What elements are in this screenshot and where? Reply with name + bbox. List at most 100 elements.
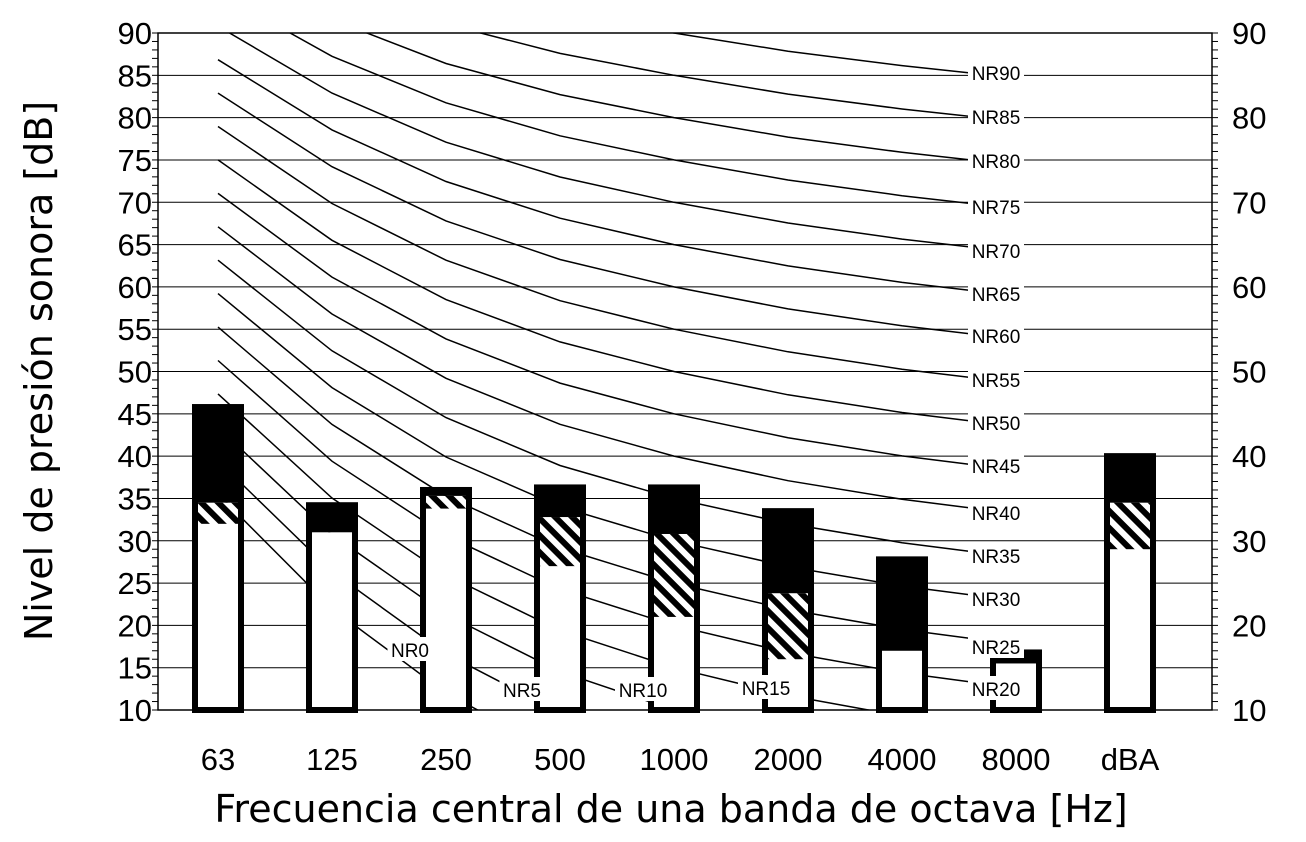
right-y-tick-label: 60 <box>1232 270 1266 305</box>
bar-black <box>195 407 241 503</box>
nr-label-bg <box>968 281 1024 305</box>
bar-white <box>537 566 583 710</box>
nr-label: NR5 <box>503 681 541 702</box>
nr-curve <box>217 92 1017 341</box>
y-tick-label: 10 <box>118 693 152 728</box>
nr-curve <box>217 226 1017 515</box>
x-tick-label: 500 <box>534 742 586 777</box>
bar-black <box>1107 456 1153 503</box>
nr-label-bg <box>968 410 1024 434</box>
y-tick-label: 40 <box>118 439 152 474</box>
bar-black <box>651 487 697 534</box>
x-tick-label: 2000 <box>754 742 823 777</box>
nr-label-bg <box>968 238 1024 262</box>
bar-hatched <box>423 495 469 509</box>
nr-label: NR70 <box>972 242 1021 263</box>
nr-curve <box>217 59 1017 297</box>
bar-black <box>309 505 355 533</box>
nr-label-bg <box>615 677 671 701</box>
y-tick-labels: 10 15 20 25 30 35 40 45 50 55 60 65 70 75 80 85 90 <box>118 16 152 728</box>
nr-label-bg <box>968 194 1024 218</box>
nr-label: NR10 <box>619 681 668 702</box>
y-tick-label: 30 <box>118 524 152 559</box>
y-tick-label: 25 <box>118 566 152 601</box>
x-axis-title: Frecuencia central de una banda de octav… <box>214 787 1127 831</box>
x-tick-label: 63 <box>201 742 235 777</box>
nr-curve <box>477 33 1017 123</box>
y-tick-label: 15 <box>118 651 152 686</box>
nr-curve <box>364 33 1017 166</box>
nr-curve <box>217 159 1017 428</box>
nr-label: NR90 <box>972 64 1021 85</box>
nr-curve <box>288 33 1017 210</box>
y-tick-label: 55 <box>118 312 152 347</box>
x-tick-label: 250 <box>420 742 472 777</box>
nr-label-bg <box>968 60 1024 84</box>
nr-label-bg <box>387 637 433 661</box>
right-y-tick-label: 20 <box>1232 608 1266 643</box>
nr-curves <box>217 33 1017 710</box>
y-tick-label: 90 <box>118 16 152 51</box>
bar-hatched <box>195 502 241 524</box>
nr-label: NR85 <box>972 108 1021 129</box>
bar-hatched <box>537 517 583 567</box>
bar-hatched <box>651 533 697 617</box>
nr-label-bg <box>968 104 1024 128</box>
nr-label: NR65 <box>972 285 1021 306</box>
nr-label: NR15 <box>742 679 791 700</box>
x-tick-label: 8000 <box>982 742 1051 777</box>
nr-label: NR35 <box>972 547 1021 568</box>
x-tick-label: 125 <box>306 742 358 777</box>
nr-label-bg <box>968 367 1024 391</box>
y-tick-label: 75 <box>118 143 152 178</box>
y-tick-label: 20 <box>118 608 152 643</box>
y-tick-label: 85 <box>118 58 152 93</box>
nr-label-bg <box>968 323 1024 347</box>
right-y-tick-label: 10 <box>1232 693 1266 728</box>
nr-label: NR20 <box>972 680 1021 701</box>
nr-curve <box>669 33 1017 79</box>
x-tick-label: dBA <box>1101 742 1160 777</box>
y-tick-label: 50 <box>118 355 152 390</box>
nr-label: NR75 <box>972 198 1021 219</box>
right-y-tick-label: 50 <box>1232 355 1266 390</box>
x-tick-label: 1000 <box>640 742 709 777</box>
right-y-tick-label: 80 <box>1232 101 1266 136</box>
nr-curve <box>217 125 1017 384</box>
y-axis-title: Nivel de presión sonora [dB] <box>17 101 61 641</box>
x-tick-labels: 63 125 250 500 1000 2000 4000 8000 dBA <box>201 742 1160 777</box>
nr-label-bg <box>968 586 1024 610</box>
nr-label-bg <box>968 676 1024 700</box>
bar-black <box>879 559 925 651</box>
nr-label: NR25 <box>972 638 1021 659</box>
y-tick-label: 45 <box>118 397 152 432</box>
nr-label-bg <box>968 453 1024 477</box>
nr-label: NR40 <box>972 504 1021 525</box>
right-y-tick-label: 90 <box>1232 16 1266 51</box>
nr-label: NR0 <box>391 641 429 662</box>
nr-label: NR60 <box>972 327 1021 348</box>
plot-frame <box>157 32 1213 711</box>
nr-curve <box>228 33 1017 253</box>
y-tick-label: 65 <box>118 228 152 263</box>
nr-label-bg <box>968 634 1024 658</box>
nr-label: NR30 <box>972 590 1021 611</box>
x-tick-label: 4000 <box>868 742 937 777</box>
y-tick-label: 80 <box>118 101 152 136</box>
bar-white <box>879 650 925 710</box>
nr-label: NR45 <box>972 457 1021 478</box>
bar-white <box>1107 549 1153 710</box>
bar-hatched <box>765 593 811 660</box>
y-tick-label: 60 <box>118 270 152 305</box>
nr-label-bg <box>499 677 545 701</box>
bar-hatched <box>1107 502 1153 550</box>
nr-label-bg <box>968 148 1024 172</box>
nr-label: NR50 <box>972 414 1021 435</box>
nr-label-bg <box>968 500 1024 524</box>
nr-label-bg <box>738 675 794 699</box>
nr-label: NR55 <box>972 371 1021 392</box>
right-y-tick-labels: 10 20 30 40 50 60 70 80 90 <box>1232 16 1266 728</box>
nr-label: NR80 <box>972 152 1021 173</box>
bar-white <box>309 532 355 710</box>
